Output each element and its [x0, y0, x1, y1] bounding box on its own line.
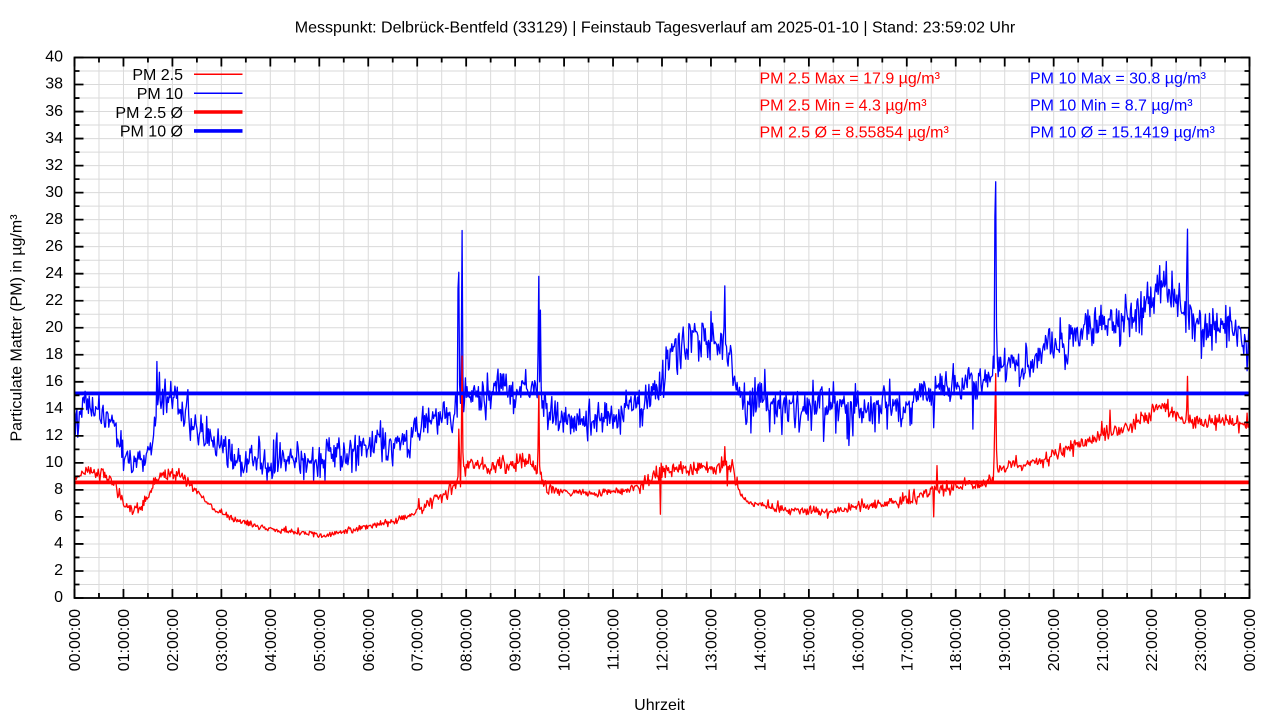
svg-text:8: 8 [54, 481, 63, 498]
svg-text:00:00:00: 00:00:00 [1242, 609, 1259, 671]
svg-text:32: 32 [45, 157, 63, 174]
svg-text:13:00:00: 13:00:00 [704, 609, 721, 671]
svg-text:22:00:00: 22:00:00 [1144, 609, 1161, 671]
svg-text:14: 14 [45, 400, 63, 417]
svg-text:28: 28 [45, 211, 63, 228]
svg-text:PM 10 Min = 8.7 µg/m³: PM 10 Min = 8.7 µg/m³ [1030, 98, 1193, 115]
svg-text:40: 40 [45, 49, 63, 66]
svg-text:2: 2 [54, 562, 63, 579]
svg-text:30: 30 [45, 184, 63, 201]
svg-text:18: 18 [45, 346, 63, 363]
svg-text:01:00:00: 01:00:00 [116, 609, 133, 671]
svg-text:34: 34 [45, 130, 63, 147]
svg-text:02:00:00: 02:00:00 [165, 609, 182, 671]
svg-text:05:00:00: 05:00:00 [312, 609, 329, 671]
svg-text:16:00:00: 16:00:00 [850, 609, 867, 671]
svg-text:4: 4 [54, 535, 63, 552]
svg-text:PM 2.5 Max = 17.9 µg/m³: PM 2.5 Max = 17.9 µg/m³ [760, 71, 941, 88]
svg-text:Particulate Matter (PM) in µg/: Particulate Matter (PM) in µg/m³ [9, 214, 26, 442]
svg-text:10:00:00: 10:00:00 [557, 609, 574, 671]
svg-text:PM 10 Max = 30.8 µg/m³: PM 10 Max = 30.8 µg/m³ [1030, 71, 1207, 88]
svg-text:17:00:00: 17:00:00 [899, 609, 916, 671]
svg-text:PM 10 Ø: PM 10 Ø [120, 124, 183, 141]
svg-text:PM 2.5 Ø: PM 2.5 Ø [115, 105, 183, 122]
svg-text:12:00:00: 12:00:00 [655, 609, 672, 671]
svg-text:24: 24 [45, 265, 63, 282]
svg-text:09:00:00: 09:00:00 [508, 609, 525, 671]
svg-text:PM 2.5 Min = 4.3 µg/m³: PM 2.5 Min = 4.3 µg/m³ [760, 98, 928, 115]
svg-text:19:00:00: 19:00:00 [997, 609, 1014, 671]
svg-text:PM 2.5 Ø = 8.55854 µg/m³: PM 2.5 Ø = 8.55854 µg/m³ [760, 125, 950, 142]
svg-text:Messpunkt: Delbrück-Bentfeld (: Messpunkt: Delbrück-Bentfeld (33129) | F… [295, 19, 1016, 36]
svg-text:Uhrzeit: Uhrzeit [634, 697, 685, 714]
svg-text:PM 10: PM 10 [137, 86, 183, 103]
svg-text:08:00:00: 08:00:00 [459, 609, 476, 671]
svg-text:0: 0 [54, 589, 63, 606]
svg-text:00:00:00: 00:00:00 [67, 609, 84, 671]
svg-text:26: 26 [45, 238, 63, 255]
svg-text:03:00:00: 03:00:00 [214, 609, 231, 671]
svg-text:06:00:00: 06:00:00 [361, 609, 378, 671]
svg-text:15:00:00: 15:00:00 [801, 609, 818, 671]
svg-text:18:00:00: 18:00:00 [948, 609, 965, 671]
svg-text:22: 22 [45, 292, 63, 309]
svg-text:20:00:00: 20:00:00 [1046, 609, 1063, 671]
svg-text:10: 10 [45, 454, 63, 471]
svg-text:6: 6 [54, 508, 63, 525]
svg-text:21:00:00: 21:00:00 [1095, 609, 1112, 671]
svg-text:36: 36 [45, 103, 63, 120]
svg-text:12: 12 [45, 427, 63, 444]
svg-text:11:00:00: 11:00:00 [606, 609, 623, 670]
svg-text:16: 16 [45, 373, 63, 390]
svg-text:20: 20 [45, 319, 63, 336]
svg-text:PM 2.5: PM 2.5 [132, 67, 183, 84]
svg-text:04:00:00: 04:00:00 [263, 609, 280, 671]
svg-text:07:00:00: 07:00:00 [410, 609, 427, 671]
svg-text:38: 38 [45, 76, 63, 93]
svg-text:14:00:00: 14:00:00 [752, 609, 769, 671]
svg-text:PM 10 Ø = 15.1419 µg/m³: PM 10 Ø = 15.1419 µg/m³ [1030, 125, 1216, 142]
svg-text:23:00:00: 23:00:00 [1193, 609, 1210, 671]
